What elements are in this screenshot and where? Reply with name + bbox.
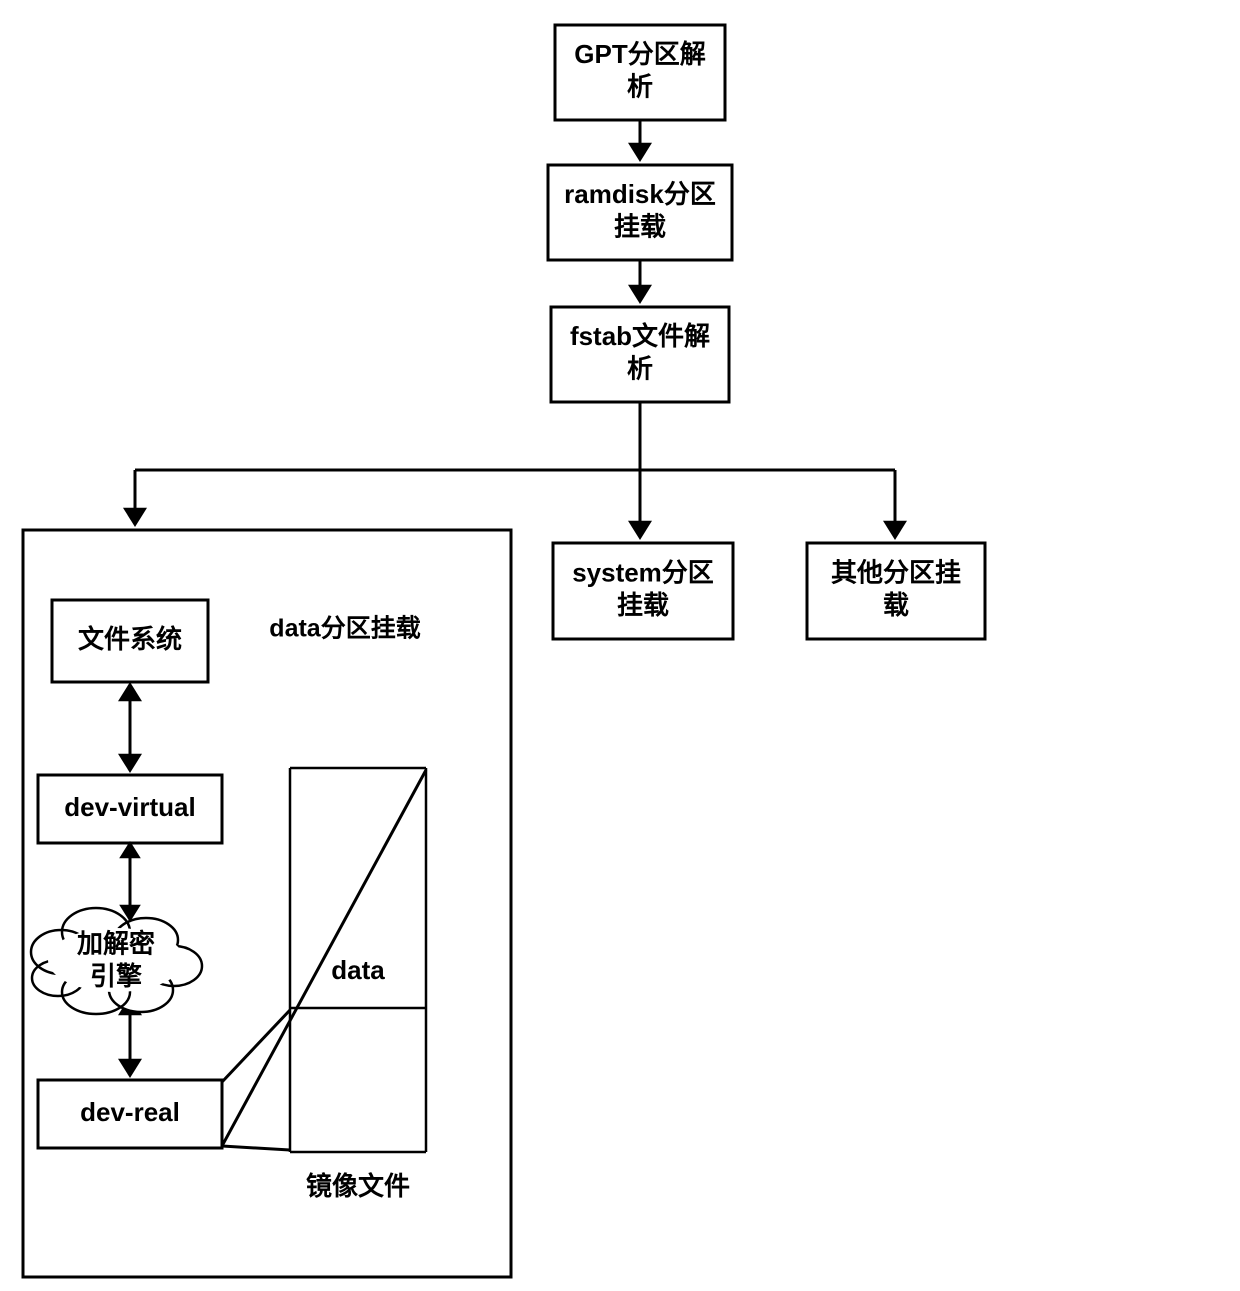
gpt-box-label: 析	[627, 72, 653, 102]
gpt-box-label: GPT分区解	[574, 39, 705, 69]
dev-virtual-box-label: dev-virtual	[64, 792, 196, 822]
other-box-label: 其他分区挂	[831, 558, 961, 588]
ramdisk-box-label: 挂载	[614, 212, 666, 242]
dev-real-box-label: dev-real	[80, 1097, 180, 1127]
filesys-box-label: 文件系统	[78, 624, 182, 654]
strip-data-label: data	[331, 955, 385, 985]
system-box-label: system分区	[572, 558, 714, 588]
fstab-box-label: 析	[627, 354, 653, 384]
crypto-label: 引擎	[90, 961, 142, 991]
other-box-label: 载	[883, 590, 909, 620]
data-panel-title: data分区挂载	[269, 615, 420, 643]
ramdisk-box-label: ramdisk分区	[564, 179, 716, 209]
mirror-label: 镜像文件	[306, 1171, 410, 1201]
crypto-label: 加解密	[77, 929, 155, 959]
fstab-box-label: fstab文件解	[570, 321, 710, 351]
system-box-label: 挂载	[617, 590, 669, 620]
